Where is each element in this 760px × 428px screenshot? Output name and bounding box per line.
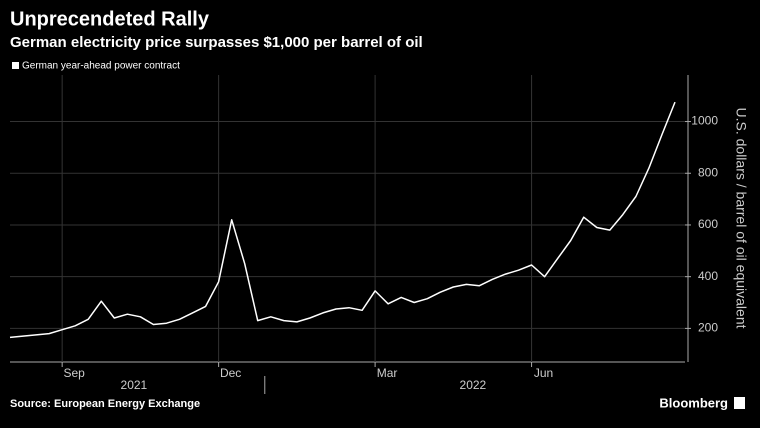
chart-subtitle: German electricity price surpasses $1,00… (10, 34, 423, 51)
y-tick-label: 1000 (691, 114, 718, 128)
y-axis-label: U.S. dollars / barrel of oil equivalent (733, 108, 749, 329)
line (9, 101, 676, 339)
x-year-label: 2022 (460, 378, 487, 392)
legend-swatch (12, 62, 19, 69)
source: Source: European Energy Exchange (10, 398, 200, 410)
brand-icon (734, 397, 745, 409)
x-year-label: 2021 (121, 378, 148, 392)
brand: Bloomberg (659, 395, 728, 410)
legend-label: German year-ahead power contract (22, 61, 180, 72)
x-tick-label: Jun (534, 366, 553, 380)
y-tick-label: 800 (698, 165, 718, 179)
x-tick-label: Sep (63, 366, 85, 380)
chart-title: Unprecendeted Rally (10, 8, 210, 30)
y-tick-label: 200 (698, 321, 718, 335)
y-tick-label: 400 (698, 269, 718, 283)
x-tick-label: Dec (220, 366, 241, 380)
y-tick-label: 600 (698, 217, 718, 231)
x-tick-label: Mar (377, 366, 398, 380)
